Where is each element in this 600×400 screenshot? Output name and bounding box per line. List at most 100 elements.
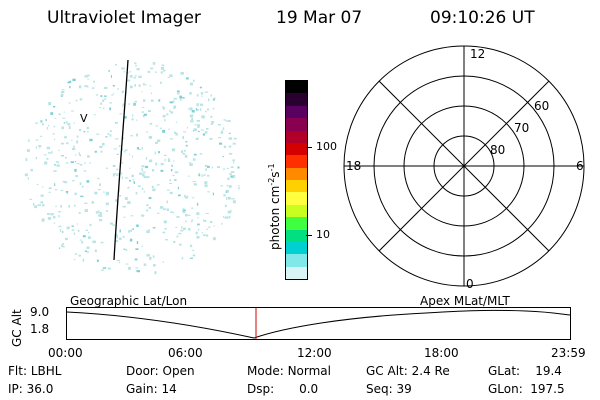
speckle-pixel xyxy=(87,236,91,239)
speckle-pixel xyxy=(153,264,156,267)
speckle-pixel xyxy=(212,192,214,196)
colorbar-band xyxy=(286,229,307,242)
speckle-pixel xyxy=(186,126,188,129)
speckle-pixel xyxy=(78,254,81,257)
speckle-pixel xyxy=(60,93,64,96)
speckle-pixel xyxy=(87,155,90,158)
speckle-pixel xyxy=(187,108,189,110)
speckle-pixel xyxy=(87,78,89,80)
speckle-pixel xyxy=(177,186,179,190)
speckle-pixel xyxy=(186,195,189,199)
speckle-pixel xyxy=(185,141,188,143)
polar-diagonal-2 xyxy=(378,80,550,252)
info-ip: IP: 36.0 xyxy=(8,382,54,396)
speckle-pixel xyxy=(84,250,87,252)
speckle-pixel xyxy=(189,92,192,95)
speckle-pixel xyxy=(40,194,44,197)
speckle-pixel xyxy=(161,64,165,67)
speckle-pixel xyxy=(112,173,115,177)
speckle-pixel xyxy=(190,244,193,248)
uv-image-panel: V xyxy=(24,59,240,275)
speckle-pixel xyxy=(224,204,227,208)
speckle-pixel xyxy=(238,187,240,190)
speckle-pixel xyxy=(79,182,82,186)
speckle-pixel xyxy=(150,92,152,94)
altitude-curve xyxy=(66,309,571,339)
speckle-pixel xyxy=(233,161,235,164)
speckle-pixel xyxy=(173,241,176,243)
speckle-pixel xyxy=(60,205,62,208)
colorbar-band xyxy=(286,241,307,255)
speckle-pixel xyxy=(167,159,171,162)
speckle-pixel xyxy=(98,210,100,213)
speckle-pixel xyxy=(105,191,109,195)
speckle-pixel xyxy=(74,258,76,261)
speckle-pixel xyxy=(199,153,203,155)
speckle-pixel xyxy=(225,189,229,193)
colorbar-band xyxy=(286,155,307,168)
speckle-pixel xyxy=(123,70,125,73)
speckle-pixel xyxy=(72,180,75,182)
speckle-pixel xyxy=(100,95,103,98)
speckle-pixel xyxy=(210,220,213,223)
speckle-pixel xyxy=(102,267,107,269)
colorbar-band xyxy=(286,142,307,156)
speckle-pixel xyxy=(194,124,197,126)
speckle-pixel xyxy=(47,213,50,215)
speckle-pixel xyxy=(123,151,126,153)
speckle-pixel xyxy=(75,175,79,178)
speckle-pixel xyxy=(173,105,177,109)
speckle-pixel xyxy=(89,138,93,142)
speckle-pixel xyxy=(105,202,109,206)
speckle-pixel xyxy=(142,107,145,109)
speckle-pixel xyxy=(70,161,75,163)
speckle-pixel xyxy=(220,185,223,187)
speckle-pixel xyxy=(230,175,234,178)
speckle-pixel xyxy=(84,75,88,78)
speckle-pixel xyxy=(143,83,145,86)
speckle-pixel xyxy=(63,111,65,113)
speckle-pixel xyxy=(206,128,209,130)
speckle-pixel xyxy=(152,188,156,192)
speckle-pixel xyxy=(62,117,66,119)
speckle-pixel xyxy=(59,229,62,232)
speckle-pixel xyxy=(180,229,184,232)
speckle-pixel xyxy=(211,166,213,169)
speckle-pixel xyxy=(27,177,29,180)
speckle-pixel xyxy=(201,115,205,119)
speckle-pixel xyxy=(81,241,84,244)
speckle-pixel xyxy=(208,98,210,102)
speckle-pixel xyxy=(148,206,152,209)
speckle-pixel xyxy=(57,161,60,164)
speckle-pixel xyxy=(201,231,203,234)
speckle-pixel xyxy=(68,205,71,208)
speckle-pixel xyxy=(218,137,221,139)
speckle-pixel xyxy=(37,204,41,206)
speckle-pixel xyxy=(119,113,123,115)
speckle-pixel xyxy=(65,121,68,124)
speckle-pixel xyxy=(55,205,57,208)
timeline-xtick-2: 12:00 xyxy=(297,346,332,360)
speckle-pixel xyxy=(183,131,186,133)
speckle-pixel xyxy=(61,126,64,130)
speckle-pixel xyxy=(200,92,204,95)
speckle-pixel xyxy=(155,162,158,166)
speckle-pixel xyxy=(222,156,224,158)
speckle-pixel xyxy=(184,150,186,152)
speckle-pixel xyxy=(181,150,184,153)
speckle-pixel xyxy=(73,232,76,235)
speckle-pixel xyxy=(199,86,202,89)
speckle-pixel xyxy=(116,168,119,171)
speckle-pixel xyxy=(228,173,232,175)
speckle-pixel xyxy=(119,229,121,233)
lat-label-60: 60 xyxy=(534,99,549,113)
speckle-pixel xyxy=(43,154,47,156)
colorbar-band xyxy=(286,81,307,94)
speckle-pixel xyxy=(78,212,81,214)
speckle-pixel xyxy=(123,216,126,218)
speckle-pixel xyxy=(35,122,38,124)
speckle-pixel xyxy=(162,129,166,133)
speckle-pixel xyxy=(228,132,231,134)
speckle-pixel xyxy=(208,226,211,228)
speckle-pixel xyxy=(143,113,147,116)
